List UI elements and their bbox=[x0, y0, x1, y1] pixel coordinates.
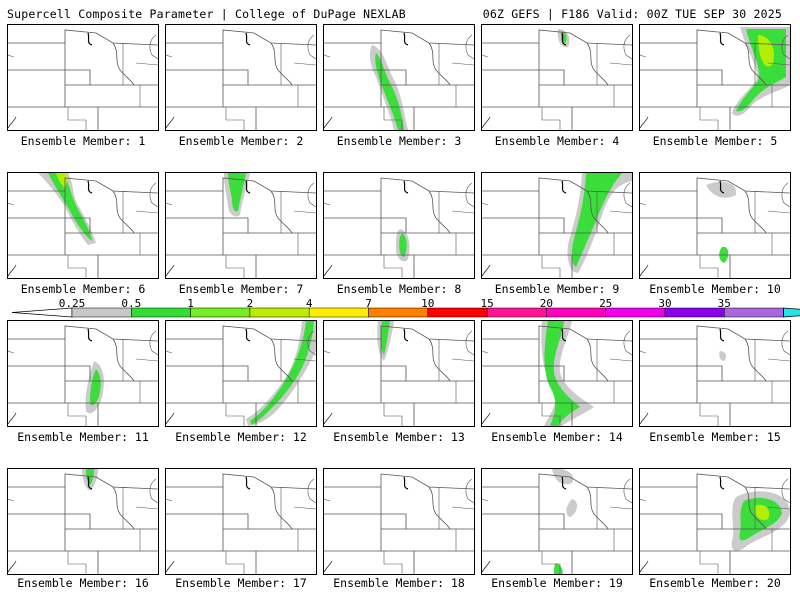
member-map-panel-3 bbox=[323, 24, 475, 131]
legend-label-1: 1 bbox=[187, 297, 194, 310]
member-caption-2: Ensemble Member: 2 bbox=[178, 134, 304, 148]
member-caption-18: Ensemble Member: 18 bbox=[333, 576, 465, 590]
legend-label-0_25: 0.25 bbox=[58, 297, 86, 310]
legend-swatch-6 bbox=[427, 307, 488, 318]
legend-swatch-11 bbox=[724, 307, 784, 318]
member-map-panel-10 bbox=[639, 172, 791, 279]
member-map-panel-15 bbox=[639, 320, 791, 427]
legend-swatch-2 bbox=[190, 307, 251, 318]
legend-swatch-8 bbox=[546, 307, 606, 318]
legend-colorbar bbox=[11, 307, 800, 318]
member-map-14 bbox=[482, 321, 632, 426]
legend-swatch-7 bbox=[486, 307, 547, 318]
member-caption-5: Ensemble Member: 5 bbox=[652, 134, 778, 148]
member-map-15 bbox=[640, 325, 790, 426]
member-caption-1: Ensemble Member: 1 bbox=[20, 134, 146, 148]
member-map-panel-11 bbox=[7, 320, 159, 427]
page-title: Supercell Composite Parameter | College … bbox=[7, 7, 406, 21]
member-map-18 bbox=[324, 473, 474, 574]
member-caption-19: Ensemble Member: 19 bbox=[491, 576, 623, 590]
member-map-17 bbox=[166, 473, 316, 574]
member-map-panel-2 bbox=[165, 24, 317, 131]
member-map-5 bbox=[640, 27, 790, 130]
member-map-panel-6 bbox=[7, 172, 159, 279]
model-run-info: 06Z GEFS | F186 Valid: 00Z TUE SEP 30 20… bbox=[482, 7, 782, 21]
member-map-9 bbox=[482, 173, 632, 278]
member-caption-12: Ensemble Member: 12 bbox=[175, 430, 307, 444]
member-map-panel-17 bbox=[165, 468, 317, 575]
member-map-panel-4 bbox=[481, 24, 633, 131]
member-caption-9: Ensemble Member: 9 bbox=[494, 282, 620, 296]
legend-label-2: 2 bbox=[246, 297, 254, 310]
member-map-6 bbox=[8, 173, 158, 278]
member-map-panel-7 bbox=[165, 172, 317, 279]
member-map-panel-14 bbox=[481, 320, 633, 427]
legend-arrow-right bbox=[783, 307, 800, 318]
member-map-16 bbox=[8, 469, 158, 574]
member-caption-11: Ensemble Member: 11 bbox=[17, 430, 149, 444]
member-caption-16: Ensemble Member: 16 bbox=[17, 576, 149, 590]
legend-label-25: 25 bbox=[599, 297, 613, 310]
legend-swatch-10 bbox=[664, 307, 725, 318]
member-map-panel-20 bbox=[639, 468, 791, 575]
member-map-panel-5 bbox=[639, 24, 791, 131]
member-caption-8: Ensemble Member: 8 bbox=[336, 282, 462, 296]
member-map-panel-9 bbox=[481, 172, 633, 279]
member-caption-10: Ensemble Member: 10 bbox=[649, 282, 781, 296]
member-caption-20: Ensemble Member: 20 bbox=[649, 576, 781, 590]
member-map-panel-13 bbox=[323, 320, 475, 427]
member-map-11 bbox=[8, 325, 158, 426]
member-map-13 bbox=[324, 321, 474, 426]
legend-label-10: 10 bbox=[421, 297, 435, 310]
member-map-4 bbox=[482, 29, 632, 130]
member-map-10 bbox=[640, 177, 790, 278]
member-map-3 bbox=[324, 29, 474, 130]
member-caption-4: Ensemble Member: 4 bbox=[494, 134, 620, 148]
legend-label-7: 7 bbox=[365, 297, 372, 310]
member-caption-13: Ensemble Member: 13 bbox=[333, 430, 465, 444]
legend-label-4: 4 bbox=[305, 297, 313, 310]
member-caption-14: Ensemble Member: 14 bbox=[491, 430, 623, 444]
member-map-7 bbox=[166, 173, 316, 278]
legend-label-15: 15 bbox=[480, 297, 494, 310]
member-caption-17: Ensemble Member: 17 bbox=[175, 576, 307, 590]
member-map-panel-19 bbox=[481, 468, 633, 575]
member-map-panel-1 bbox=[7, 24, 159, 131]
member-map-20 bbox=[640, 473, 790, 574]
legend-swatch-9 bbox=[605, 307, 666, 318]
legend-label-0_5: 0.5 bbox=[121, 297, 142, 310]
member-caption-15: Ensemble Member: 15 bbox=[649, 430, 781, 444]
member-map-19 bbox=[482, 469, 632, 574]
member-caption-7: Ensemble Member: 7 bbox=[178, 282, 304, 296]
legend-swatch-3 bbox=[249, 307, 310, 318]
color-legend bbox=[0, 296, 800, 318]
member-map-2 bbox=[166, 29, 316, 130]
member-map-1 bbox=[8, 29, 158, 130]
member-map-8 bbox=[324, 177, 474, 278]
legend-label-20: 20 bbox=[539, 297, 554, 310]
legend-swatch-4 bbox=[308, 307, 369, 318]
legend-swatch-5 bbox=[368, 307, 429, 318]
member-caption-3: Ensemble Member: 3 bbox=[336, 134, 462, 148]
member-map-panel-18 bbox=[323, 468, 475, 575]
legend-label-30: 30 bbox=[658, 297, 672, 310]
member-map-panel-12 bbox=[165, 320, 317, 427]
member-caption-6: Ensemble Member: 6 bbox=[20, 282, 146, 296]
member-map-panel-8 bbox=[323, 172, 475, 279]
member-map-12 bbox=[166, 321, 316, 426]
member-map-panel-16 bbox=[7, 468, 159, 575]
legend-label-35: 35 bbox=[717, 297, 731, 310]
